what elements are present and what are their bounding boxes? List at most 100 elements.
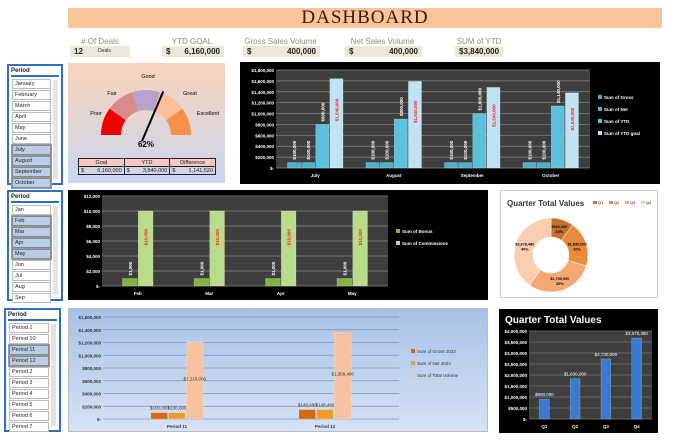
y-tick-label: $1,000,000 (504, 395, 527, 400)
x-tick-label: Period 11 (167, 424, 188, 429)
legend-label: Q2 (614, 200, 620, 205)
slicer-item[interactable]: February (12, 90, 51, 100)
gauge-label: Great (183, 91, 197, 97)
slicer-item[interactable]: Sep (12, 293, 51, 303)
slicer-scrollbar[interactable] (53, 206, 58, 295)
legend-swatch (411, 349, 415, 353)
quarter-bar-chart: $- $500,000 $1,000,000 $1,500,000 $2,000,000… (499, 309, 658, 433)
y-tick-label: $- (523, 417, 528, 422)
slicer-item[interactable]: October (12, 178, 51, 188)
period-volume-chart: $- $200,000 $400,000 $600,000 $800,000 $1,000… (68, 308, 488, 432)
amount: 3,840,000 (463, 47, 500, 56)
period-slicer-periods[interactable]: Period Period 1 Period 10 Period 11 Period 1… (4, 308, 61, 432)
slicer-item[interactable]: Jan (12, 205, 51, 215)
slicer-item[interactable]: Period 12 (9, 356, 49, 366)
y-tick-label: $- (97, 417, 102, 422)
x-tick-label: Q3 (603, 424, 610, 429)
legend-label: Q1 (598, 200, 604, 205)
data-label: $1,210,000 (183, 376, 206, 381)
donut-percent-label: 30% (556, 282, 564, 286)
y-tick-label: $200,000 (82, 404, 101, 409)
bar-sum-of-net (316, 409, 334, 420)
bar-sum-of-net (168, 412, 186, 420)
slicer-item[interactable]: Period 11 (9, 345, 49, 355)
slicer-item[interactable]: Apr (12, 238, 51, 248)
data-label: $10,000 (215, 229, 220, 246)
slicer-item[interactable]: January (12, 79, 51, 89)
data-label: $1,000 (342, 261, 347, 275)
kpi-gross-value: $400,000 (243, 46, 320, 57)
goal-table: Goal YTD Difference $6,160,000 $3,840,000 $1… (78, 158, 216, 175)
legend-swatch (396, 241, 400, 245)
data-label: $1,830,000 (564, 372, 587, 377)
slicer-item[interactable]: Period 7 (9, 422, 49, 432)
difference-value: $1,141,520 (169, 166, 216, 175)
y-tick-label: $200,000 (255, 155, 274, 160)
amount: 6,160,000 (184, 47, 220, 56)
period-slicer-months[interactable]: Period January February March April May June Ju… (7, 64, 63, 188)
slicer-item[interactable]: Mar (12, 227, 51, 237)
slicer-item[interactable]: Period 1 (9, 323, 49, 333)
bar-sum-of-commissions (281, 210, 297, 287)
period-slicer-short-months[interactable]: Period Jan Feb Mar Apr May Jun Jul Aug Sep (7, 190, 63, 303)
slicer-item[interactable]: September (12, 167, 51, 177)
data-label: $100,000 (463, 140, 468, 159)
gauge-percent: 62% (138, 140, 154, 149)
donut-percent-label: 10% (556, 230, 564, 234)
y-tick-label: $12,000 (84, 194, 101, 199)
slicer-item[interactable]: April (12, 112, 51, 122)
gauge-label: Good (141, 74, 154, 80)
x-tick-label: May (348, 291, 357, 296)
legend-label: Sum of Net 2023 (417, 361, 451, 366)
x-tick-label: Period 12 (315, 424, 336, 429)
gauge-needle (141, 90, 165, 142)
slicer-item[interactable]: Jun (12, 260, 51, 270)
bar-sum-of-commissions (352, 210, 368, 287)
slicer-item[interactable]: Jul (12, 271, 51, 281)
goal-header: Goal (78, 158, 125, 167)
data-label: $100,000 (449, 140, 454, 159)
bar-sum-of-ytd (315, 124, 330, 169)
slicer-item[interactable]: Period 10 (9, 334, 49, 344)
slicer-item[interactable]: March (12, 101, 51, 111)
y-tick-label: $400,000 (82, 392, 101, 397)
donut-value-label: $900,000 (551, 225, 567, 229)
x-tick-label: Apr (277, 291, 285, 296)
data-label: $1,358,480 (331, 372, 354, 377)
slicer-item[interactable]: Period 3 (9, 378, 49, 388)
currency: $ (166, 47, 171, 56)
kpi-gross-label: Gross Sales Volume (244, 37, 317, 46)
x-tick-label: Q4 (634, 424, 641, 429)
slicer-item[interactable]: Feb (12, 216, 51, 226)
y-tick-label: $2,500,000 (504, 362, 527, 367)
y-tick-label: $2,000 (86, 269, 100, 274)
data-label: $10,000 (144, 229, 149, 246)
x-tick-label: October (542, 173, 560, 178)
data-label: $10,000 (287, 229, 292, 246)
slicer-item[interactable]: August (12, 156, 51, 166)
kpi-deals-value: 12 Deals (70, 46, 130, 57)
slicer-item[interactable]: Period 2 (9, 367, 49, 377)
slicer-item[interactable]: Period 4 (9, 389, 49, 399)
y-tick-label: $3,500,000 (504, 340, 527, 345)
slicer-item[interactable]: May (12, 123, 51, 133)
legend-label: Sum of Bonus (402, 229, 433, 234)
slicer-item[interactable]: Aug (12, 282, 51, 292)
bar-sum-of-gross (365, 162, 380, 169)
kpi-ytd-goal-value: $6,160,000 (162, 46, 224, 57)
chart-title: Quarter Total Values (507, 199, 585, 208)
slicer-scrollbar[interactable] (51, 324, 56, 426)
y-tick-label: $- (270, 166, 275, 171)
donut-percent-label: 20% (573, 247, 581, 251)
slicer-header: Period (11, 68, 59, 77)
slicer-item[interactable]: July (12, 145, 51, 155)
bar-quarter-total (600, 358, 612, 420)
slicer-item[interactable]: May (12, 249, 51, 259)
legend-swatch (598, 95, 602, 99)
slicer-item[interactable]: June (12, 134, 51, 144)
data-label: $100,000 (292, 140, 297, 159)
legend-label: Q4 (646, 200, 652, 205)
slicer-scrollbar[interactable] (53, 80, 58, 179)
slicer-item[interactable]: Period 5 (9, 400, 49, 410)
slicer-item[interactable]: Period 6 (9, 411, 49, 421)
